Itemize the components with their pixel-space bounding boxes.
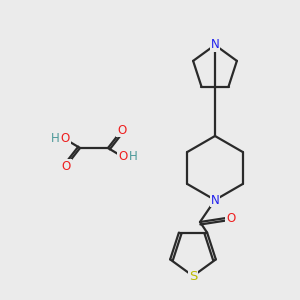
Text: O: O [226, 212, 236, 224]
Text: N: N [211, 38, 219, 52]
Text: N: N [211, 194, 219, 206]
Text: O: O [60, 133, 70, 146]
Text: O: O [61, 160, 70, 172]
Text: H: H [51, 133, 59, 146]
Text: O: O [118, 151, 127, 164]
Text: H: H [129, 151, 137, 164]
Text: S: S [189, 269, 197, 283]
Text: O: O [117, 124, 127, 136]
